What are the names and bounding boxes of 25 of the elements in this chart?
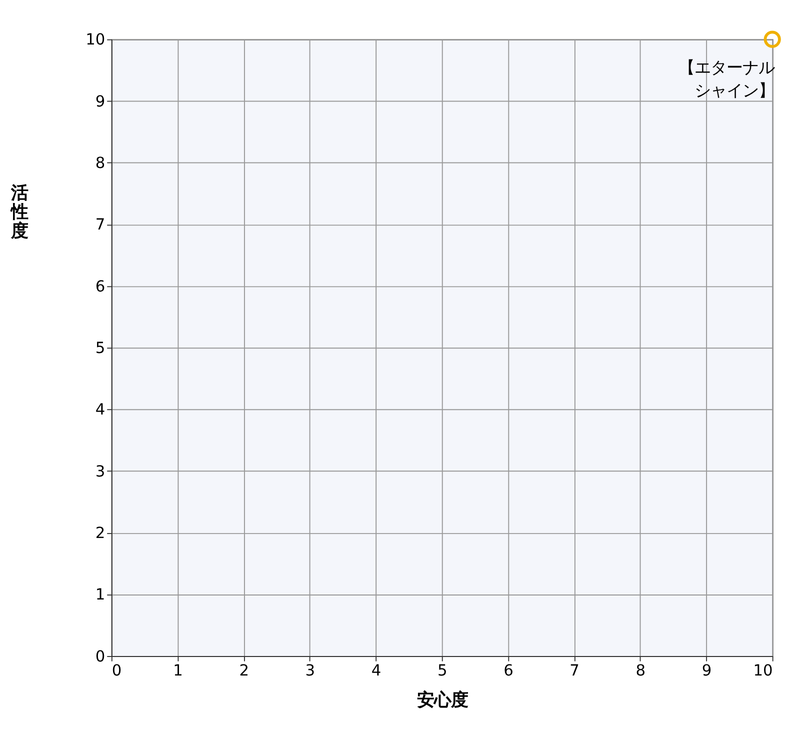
- y-tick-label: 8: [95, 154, 106, 172]
- x-tick-label: 3: [305, 662, 316, 680]
- y-tick-label: 7: [95, 216, 106, 234]
- x-tick-label: 6: [504, 662, 514, 680]
- y-tick-label: 6: [95, 277, 106, 296]
- annotation: 【エターナルシャイン】: [678, 58, 774, 100]
- y-tick-label: 9: [95, 92, 106, 110]
- x-tick-label: 7: [570, 662, 580, 680]
- x-axis-title: 安心度: [416, 690, 468, 710]
- x-tick-label: 1: [173, 662, 183, 680]
- y-tick-label: 0: [95, 647, 106, 666]
- x-tick-label: 8: [636, 662, 646, 680]
- y-tick-label: 10: [86, 30, 106, 49]
- x-tick-label: 4: [371, 662, 382, 680]
- x-tick-label: 10: [753, 662, 773, 680]
- x-tick-label: 5: [437, 662, 448, 680]
- x-tick-label: 0: [112, 662, 122, 680]
- x-tick-label: 2: [239, 662, 249, 680]
- y-tick-label: 2: [95, 524, 106, 542]
- y-tick-label: 5: [95, 338, 106, 357]
- y-tick-label: 3: [95, 462, 106, 480]
- y-tick-label: 4: [95, 400, 106, 419]
- y-axis-title: 活性度: [10, 183, 28, 242]
- y-tick-label: 1: [95, 586, 106, 604]
- x-tick-label: 9: [702, 662, 712, 680]
